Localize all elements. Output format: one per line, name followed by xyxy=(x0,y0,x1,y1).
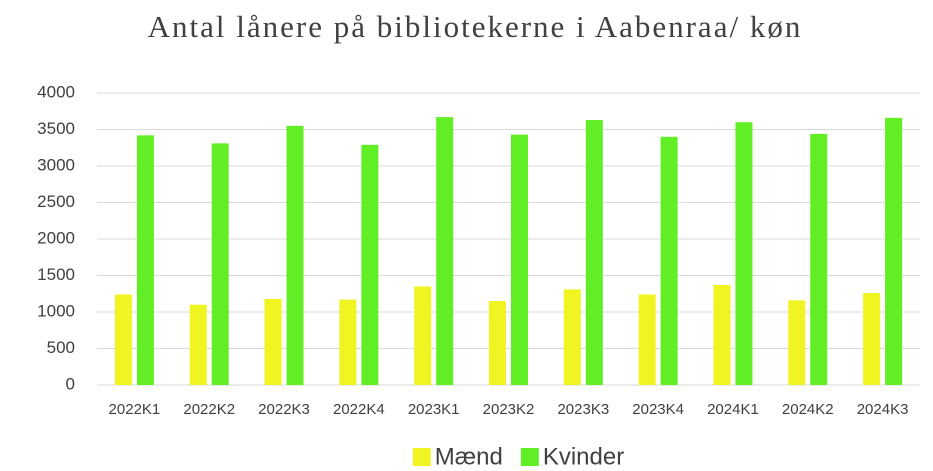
bar xyxy=(713,284,731,385)
bar xyxy=(264,298,282,385)
x-tick-label: 2024K2 xyxy=(782,401,834,418)
y-tick-label: 2000 xyxy=(37,228,75,247)
x-tick-label: 2022K1 xyxy=(109,401,161,418)
bar xyxy=(286,125,304,385)
bar xyxy=(863,293,881,385)
bar xyxy=(638,294,656,385)
y-tick-label: 1500 xyxy=(37,265,75,284)
x-tick-label: 2024K1 xyxy=(707,401,759,418)
bar xyxy=(511,134,528,385)
legend-item: Kvinder xyxy=(520,443,624,470)
bar xyxy=(436,117,454,385)
bar xyxy=(339,299,357,385)
legend-label: Kvinder xyxy=(543,443,624,470)
bar xyxy=(489,301,506,385)
bar xyxy=(810,133,828,385)
bar xyxy=(585,120,603,385)
y-tick-label: 2500 xyxy=(37,192,75,211)
x-tick-label: 2024K3 xyxy=(857,401,909,418)
bar xyxy=(788,300,806,385)
x-tick-label: 2022K3 xyxy=(258,401,310,418)
bar xyxy=(563,289,581,385)
bar xyxy=(114,294,132,385)
bar xyxy=(660,136,678,385)
bar xyxy=(136,135,154,385)
y-tick-label: 500 xyxy=(47,338,75,357)
legend-item: Mænd xyxy=(412,443,503,470)
x-tick-label: 2022K2 xyxy=(183,401,235,418)
legend-label: Mænd xyxy=(435,443,503,470)
x-tick-label: 2022K4 xyxy=(333,401,385,418)
bar xyxy=(189,304,207,385)
bar xyxy=(735,122,753,385)
bar xyxy=(361,144,379,385)
bar xyxy=(211,143,229,385)
y-tick-label: 3500 xyxy=(37,119,75,138)
y-tick-label: 1000 xyxy=(37,301,75,320)
bar xyxy=(414,286,432,385)
x-tick-label: 2023K3 xyxy=(557,401,609,418)
y-tick-label: 0 xyxy=(66,374,75,393)
x-tick-label: 2023K2 xyxy=(483,401,535,418)
x-tick-label: 2023K1 xyxy=(408,401,460,418)
x-tick-label: 2023K4 xyxy=(632,401,684,418)
chart-title: Antal lånere på bibliotekerne i Aabenraa… xyxy=(147,9,803,44)
legend-swatch xyxy=(520,448,539,466)
y-tick-label: 3000 xyxy=(37,155,75,174)
bar xyxy=(885,117,903,385)
y-tick-label: 4000 xyxy=(37,82,75,101)
legend-swatch xyxy=(412,448,431,466)
